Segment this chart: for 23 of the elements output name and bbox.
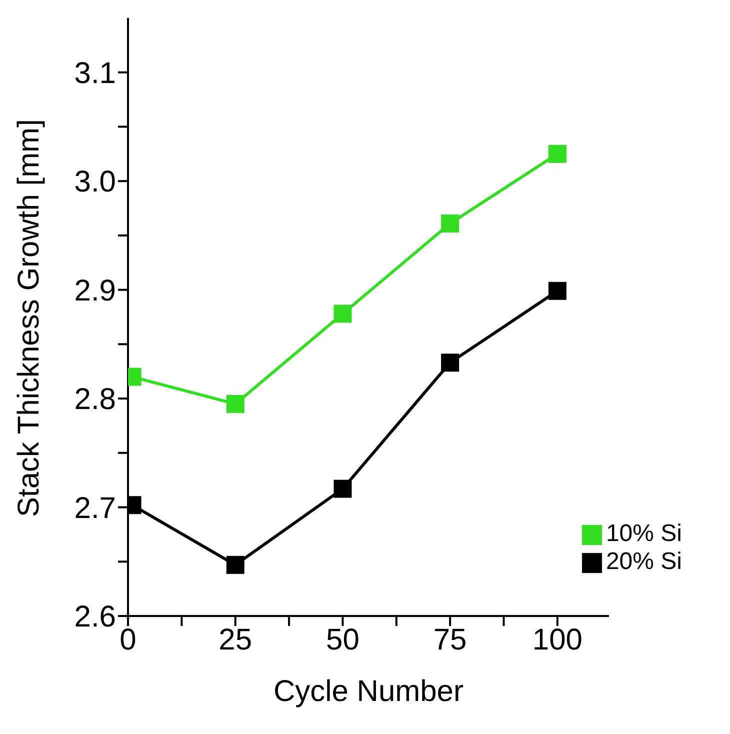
legend-label: 10% Si [606,520,682,547]
point [548,282,566,300]
point [441,214,460,232]
y-tick-label: 3.1 [74,57,116,90]
y-tick-label: 2.8 [74,383,116,416]
y-tick-label: 2.7 [74,492,116,525]
y-tick-label: 2.6 [74,600,116,634]
point [226,556,244,574]
y-tick-label: 3.0 [74,166,116,199]
x-tick-label: 100 [532,623,582,656]
point [334,304,352,323]
point [334,480,352,498]
legend-label: 20% Si [606,548,682,575]
x-tick-label: 50 [326,623,360,656]
point [226,394,244,413]
point [441,354,460,372]
point [548,144,566,163]
x-tick-label: 25 [218,623,252,656]
y-axis-title: Stack Thickness Growth [mm] [12,119,46,517]
x-tick-label: 0 [120,623,136,656]
x-tick-label: 75 [433,623,467,656]
x-axis-title: Cycle Number [273,675,464,708]
y-tick-label: 2.9 [74,274,116,308]
